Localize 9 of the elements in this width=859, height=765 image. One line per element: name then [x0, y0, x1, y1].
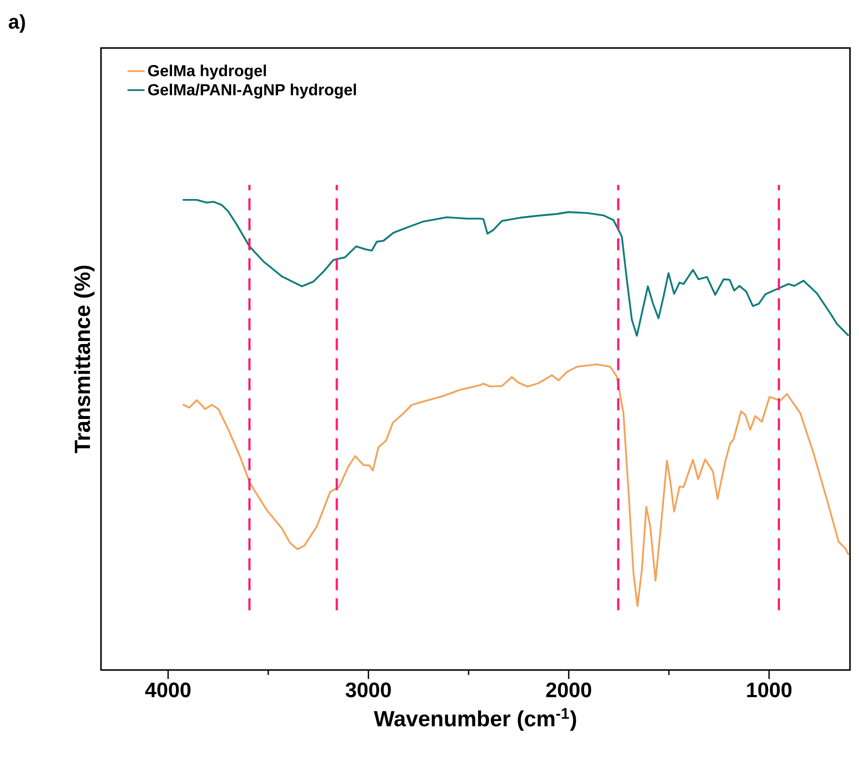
x-tick-label: 3000 [346, 682, 391, 698]
x-axis-title: Wavenumber (cm$^{-1}$) [374, 708, 576, 731]
legend-label: GelMa hydrogel [148, 64, 266, 80]
x-tick-label: 1000 [747, 682, 792, 698]
x-tick-label: 4000 [145, 682, 191, 698]
legend-label: GelMa/PANI-AgNP hydrogel [148, 84, 356, 99]
x-tick-label: 2000 [546, 682, 592, 698]
y-axis-title: Transmittance (%) [74, 266, 94, 454]
chart-title: a) [8, 14, 25, 33]
